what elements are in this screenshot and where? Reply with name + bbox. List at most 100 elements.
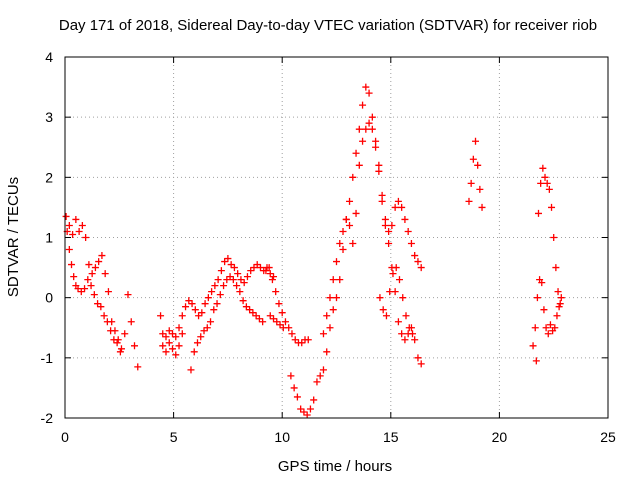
data-point	[414, 258, 422, 266]
data-point	[98, 252, 106, 260]
data-point	[247, 267, 255, 275]
data-point	[368, 125, 376, 133]
data-point	[336, 240, 344, 248]
y-tick-label: 1	[45, 230, 53, 246]
data-point	[401, 215, 409, 223]
data-point	[187, 366, 195, 374]
data-point	[229, 276, 237, 284]
y-tick-label: -1	[41, 350, 54, 366]
data-point	[411, 336, 419, 344]
data-point	[544, 330, 552, 338]
data-point	[233, 282, 241, 290]
data-point	[402, 312, 410, 320]
data-point	[298, 339, 306, 347]
data-point	[131, 342, 139, 350]
data-point	[398, 203, 406, 211]
data-point	[197, 333, 205, 341]
data-point	[162, 333, 170, 341]
data-point	[534, 209, 542, 217]
data-point	[349, 240, 357, 248]
data-point	[407, 240, 415, 248]
data-point	[172, 351, 180, 359]
data-point	[365, 119, 373, 127]
data-point	[539, 164, 547, 172]
data-point	[399, 294, 407, 302]
x-tick-label: 25	[600, 429, 616, 445]
data-point	[255, 315, 263, 323]
data-point	[395, 276, 403, 284]
y-tick-label: 4	[45, 49, 53, 65]
data-point	[200, 327, 208, 335]
data-point	[198, 309, 206, 317]
data-point	[272, 288, 280, 296]
data-point	[551, 324, 559, 332]
data-point	[240, 279, 248, 287]
data-point	[70, 273, 78, 281]
data-point	[101, 270, 109, 278]
data-point	[214, 276, 222, 284]
data-point	[226, 273, 234, 281]
series-arc-2	[63, 227, 124, 356]
data-point	[531, 324, 539, 332]
data-point	[159, 330, 167, 338]
data-point	[82, 234, 90, 241]
data-point	[300, 408, 308, 416]
data-point	[417, 264, 425, 272]
data-point	[329, 306, 337, 314]
tick-layer: 0 5 10 15 20 25 -2 -1 0 1 2 3 4	[41, 49, 616, 445]
data-point	[207, 318, 215, 326]
y-tick-label: -2	[41, 410, 54, 426]
data-point	[378, 197, 386, 205]
data-point	[262, 267, 270, 275]
data-point	[467, 179, 475, 187]
data-point	[242, 303, 250, 311]
data-point	[178, 312, 186, 320]
data-point	[204, 294, 212, 302]
data-point	[290, 384, 298, 392]
data-point	[252, 312, 260, 320]
data-point	[276, 321, 284, 329]
data-layer	[62, 83, 565, 419]
data-point	[281, 318, 289, 326]
data-point	[313, 378, 321, 386]
data-point	[552, 264, 560, 272]
data-point	[548, 203, 556, 211]
data-point	[74, 285, 82, 293]
data-point	[417, 360, 425, 368]
data-point	[127, 318, 135, 326]
series-arc-3	[157, 255, 278, 341]
data-point	[392, 264, 400, 272]
data-point	[178, 330, 186, 338]
data-point	[159, 342, 167, 350]
data-point	[175, 324, 183, 332]
data-point	[359, 101, 367, 109]
data-point	[394, 197, 402, 205]
data-point	[175, 342, 183, 350]
series-arc-8	[319, 119, 425, 338]
data-point	[339, 227, 347, 235]
data-point	[78, 221, 86, 229]
data-point	[210, 306, 218, 314]
data-point	[557, 294, 565, 302]
data-point	[376, 294, 384, 302]
data-point	[346, 221, 354, 229]
data-point	[95, 258, 103, 266]
data-point	[541, 173, 549, 181]
data-point	[362, 125, 370, 133]
data-point	[94, 300, 102, 308]
data-point	[221, 258, 229, 266]
data-point	[333, 258, 340, 266]
data-point	[323, 312, 331, 320]
data-point	[352, 149, 360, 157]
data-point	[346, 197, 354, 205]
data-point	[72, 215, 80, 223]
data-point	[287, 372, 295, 380]
series-arc-9	[376, 264, 417, 338]
data-point	[165, 327, 173, 335]
data-point	[326, 324, 334, 332]
data-point	[554, 288, 562, 296]
data-point	[365, 89, 373, 97]
data-point	[297, 405, 305, 413]
series-arc-4	[159, 330, 186, 359]
data-point	[278, 309, 286, 317]
